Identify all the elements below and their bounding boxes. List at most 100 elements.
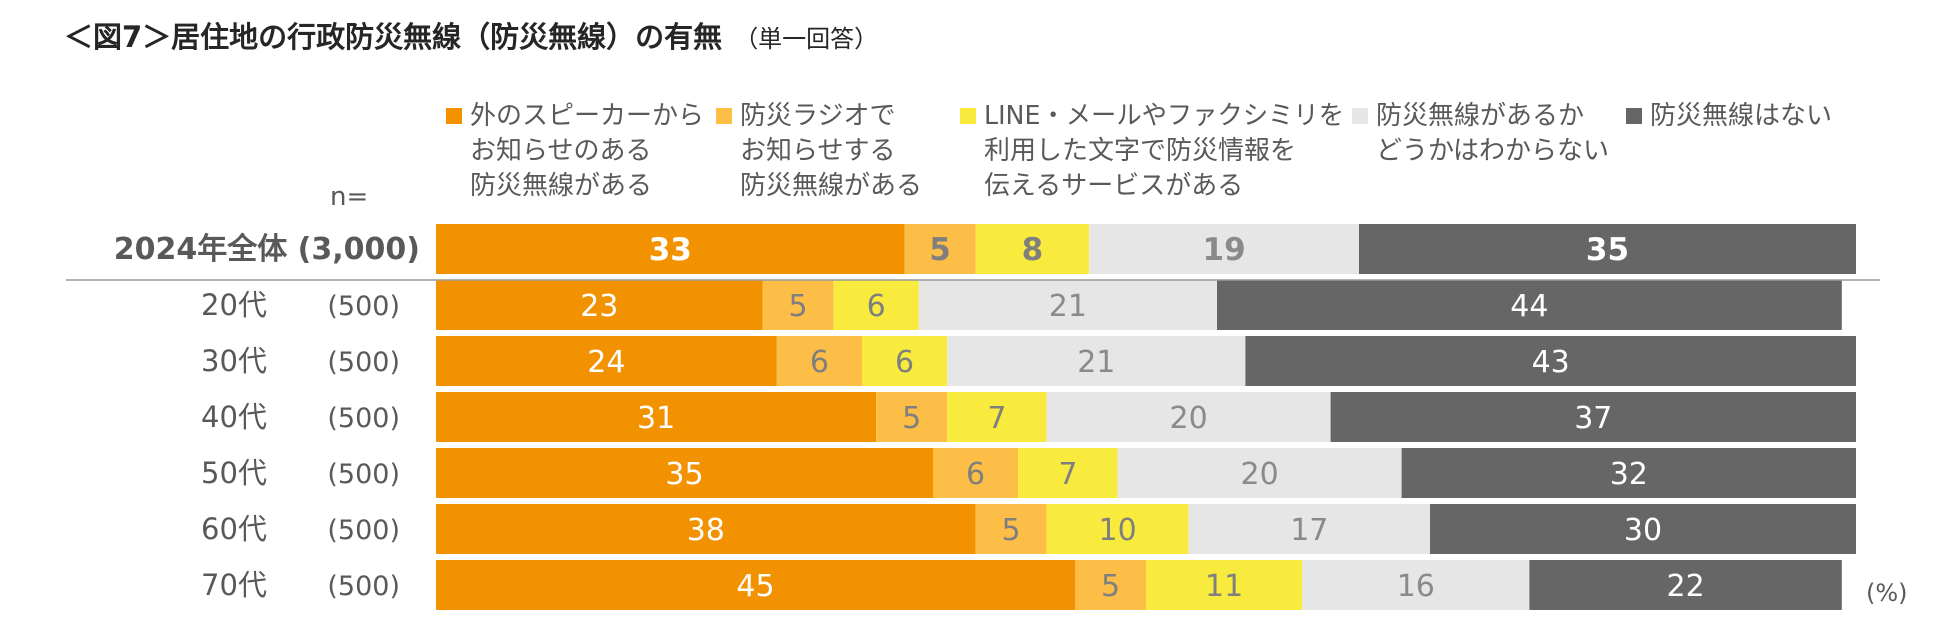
bar-segment-none <box>1330 392 1856 442</box>
bar-row: 70代 (500) 45 5 11 16 22 <box>201 560 1842 610</box>
data-label: 38 <box>687 513 725 548</box>
chart-title-sub: （単一回答） <box>734 25 879 53</box>
data-label: 8 <box>1022 232 1044 268</box>
bar-segment-unknown <box>947 336 1246 386</box>
legend-label: 外のスピーカーから <box>470 101 704 131</box>
data-label: 7 <box>987 401 1006 436</box>
legend: 外のスピーカーからお知らせのある防災無線がある防災ラジオでお知らせする防災無線が… <box>446 101 1832 201</box>
sample-size-label: (500) <box>327 571 400 602</box>
data-label: 24 <box>587 345 625 380</box>
bar-segment-outdoor_speaker <box>436 224 905 274</box>
bar-segment-text_service <box>833 280 919 330</box>
bar-segment-outdoor_speaker <box>436 504 976 554</box>
data-label: 35 <box>1586 232 1629 268</box>
bar-segment-none <box>1217 280 1842 330</box>
bar-segment-unknown <box>918 280 1217 330</box>
legend-label: 防災無線がある <box>740 171 922 201</box>
sample-size-label: (500) <box>327 347 400 378</box>
legend-item-none: 防災無線はない <box>1626 101 1832 131</box>
sample-size-label: (500) <box>327 291 400 322</box>
bar-row: 60代 (500) 38 5 10 17 30 <box>201 504 1856 554</box>
bar-row: 50代 (500) 35 6 7 20 32 <box>201 448 1856 498</box>
data-label: 5 <box>1101 569 1120 604</box>
bar-segment-text_service <box>862 336 948 386</box>
bar-segment-radio <box>762 280 834 330</box>
sample-size-label: (500) <box>327 459 400 490</box>
data-label: 6 <box>810 345 829 380</box>
bar-segment-unknown <box>1046 392 1331 442</box>
data-label: 17 <box>1290 513 1328 548</box>
bar-segment-radio <box>933 448 1019 498</box>
legend-swatch <box>446 108 462 124</box>
data-label: 43 <box>1532 345 1570 380</box>
legend-label: 利用した文字で防災情報を <box>984 136 1296 166</box>
bar-segment-text_service <box>975 224 1090 274</box>
category-label: 2024年全体 (3,000) <box>114 232 420 267</box>
data-label: 21 <box>1049 289 1087 324</box>
sample-size-label: (500) <box>327 515 400 546</box>
category-label: 30代 <box>201 344 267 378</box>
legend-label: 防災無線があるか <box>1376 101 1584 131</box>
legend-label: どうかはわからない <box>1376 136 1609 166</box>
bar-segment-none <box>1245 336 1856 386</box>
bar-segment-text_service <box>947 392 1047 442</box>
data-label: 6 <box>966 457 985 492</box>
bar-segment-unknown <box>1302 560 1530 610</box>
data-label: 11 <box>1205 569 1243 604</box>
chart-title: ＜図7＞居住地の行政防災無線（防災無線）の有無 （単一回答） <box>64 14 878 56</box>
bar-segment-outdoor_speaker <box>436 280 763 330</box>
bar-row: 40代 (500) 31 5 7 20 37 <box>201 392 1856 442</box>
data-label: 7 <box>1058 457 1077 492</box>
data-label: 5 <box>789 289 808 324</box>
bar-segment-radio <box>876 392 948 442</box>
data-label: 6 <box>867 289 886 324</box>
category-label: 70代 <box>201 568 267 602</box>
bar-segment-outdoor_speaker <box>436 560 1075 610</box>
bar-row: 2024年全体 (3,000) 33 5 8 19 35 <box>114 224 1856 274</box>
data-label: 33 <box>649 232 692 268</box>
bar-segment-outdoor_speaker <box>436 392 877 442</box>
bar-segment-unknown <box>1188 504 1430 554</box>
bar-segment-text_service <box>1046 504 1189 554</box>
sample-size-header: n= <box>330 182 368 212</box>
category-label: 60代 <box>201 512 267 546</box>
legend-swatch <box>960 108 976 124</box>
bar-segment-radio <box>904 224 976 274</box>
data-label: 32 <box>1610 457 1648 492</box>
data-label: 5 <box>1002 513 1021 548</box>
bar-segment-unknown <box>1117 448 1402 498</box>
bar-segment-none <box>1359 224 1856 274</box>
data-label: 20 <box>1170 401 1208 436</box>
category-label: 50代 <box>201 456 267 490</box>
data-label: 30 <box>1624 513 1662 548</box>
bar-segment-none <box>1430 504 1856 554</box>
data-label: 6 <box>895 345 914 380</box>
bar-row: 30代 (500) 24 6 6 21 43 <box>201 336 1856 386</box>
data-label: 37 <box>1574 401 1612 436</box>
bar-segment-unknown <box>1089 224 1359 274</box>
bar-segment-outdoor_speaker <box>436 448 933 498</box>
unit-label: (%) <box>1866 579 1908 607</box>
legend-swatch <box>716 108 732 124</box>
legend-swatch <box>1352 108 1368 124</box>
bar-row: 20代 (500) 23 5 6 21 44 <box>201 280 1842 330</box>
bar-segment-radio <box>975 504 1047 554</box>
category-label: 20代 <box>201 288 267 322</box>
data-label: 5 <box>902 401 921 436</box>
data-label: 16 <box>1397 569 1435 604</box>
legend-label: 防災無線はない <box>1650 101 1832 131</box>
data-label: 44 <box>1510 289 1548 324</box>
data-label: 10 <box>1099 513 1137 548</box>
bar-segment-radio <box>1075 560 1146 610</box>
data-label: 22 <box>1667 569 1705 604</box>
legend-label: 防災無線がある <box>470 171 652 201</box>
data-label: 19 <box>1203 232 1246 268</box>
bar-segment-none <box>1401 448 1856 498</box>
category-label: 40代 <box>201 400 267 434</box>
legend-label: 伝えるサービスがある <box>984 171 1243 201</box>
